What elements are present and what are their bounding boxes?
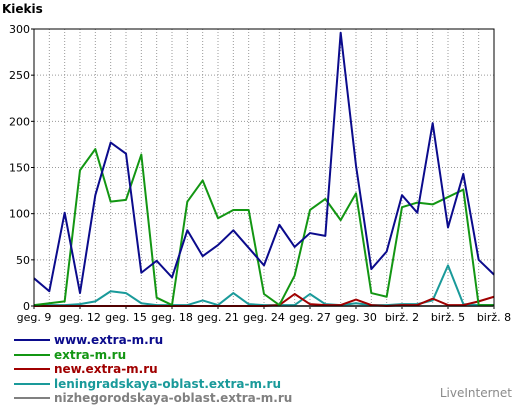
y-tick-label: 250 — [9, 69, 30, 82]
legend-label: nizhegorodskaya-oblast.extra-m.ru — [54, 391, 293, 406]
legend-swatch — [14, 368, 50, 371]
legend-swatch — [14, 339, 50, 342]
x-tick-label: geg. 27 — [289, 311, 331, 324]
y-tick-label: 50 — [16, 254, 30, 267]
legend-item: leningradskaya-oblast.extra-m.ru — [14, 377, 292, 392]
plot-area — [33, 31, 495, 307]
x-tick-label: geg. 9 — [17, 311, 52, 324]
x-tick-label: geg. 15 — [105, 311, 147, 324]
x-tick-label: geg. 18 — [151, 311, 193, 324]
y-tick-label: 100 — [9, 208, 30, 221]
legend-item: extra-m.ru — [14, 348, 292, 363]
x-tick-label: geg. 24 — [243, 311, 285, 324]
legend-item: nizhegorodskaya-oblast.extra-m.ru — [14, 391, 292, 406]
y-tick-label: 300 — [9, 23, 30, 36]
x-tick-label: birž. 8 — [477, 311, 511, 324]
legend-label: extra-m.ru — [54, 347, 127, 362]
legend-label: www.extra-m.ru — [54, 333, 164, 348]
brand-label: LiveInternet — [439, 386, 512, 400]
x-tick-label: birž. 5 — [431, 311, 465, 324]
plot-frame — [33, 28, 495, 307]
legend: www.extra-m.ru extra-m.ru new.extra-m.ru le… — [14, 333, 292, 406]
legend-swatch — [14, 397, 50, 400]
legend-label: leningradskaya-oblast.extra-m.ru — [54, 376, 282, 391]
x-tick-label: birž. 2 — [385, 311, 419, 324]
axis-ticks: 0 50 100 150 200 250 300 geg. 9 geg. 12 geg. 15 ge… — [9, 23, 511, 324]
y-tick-label: 150 — [9, 162, 30, 175]
y-tick-label: 0 — [23, 300, 30, 313]
legend-swatch — [14, 353, 50, 356]
legend-label: new.extra-m.ru — [54, 362, 158, 377]
y-tick-label: 200 — [9, 115, 30, 128]
legend-item: new.extra-m.ru — [14, 362, 292, 377]
legend-swatch — [14, 382, 50, 385]
y-axis-title: Kiekis — [2, 2, 43, 16]
x-tick-label: geg. 12 — [59, 311, 101, 324]
legend-item: www.extra-m.ru — [14, 333, 292, 348]
series-line-1 — [33, 148, 494, 307]
x-tick-label: geg. 21 — [197, 311, 239, 324]
series-line-0 — [33, 31, 495, 295]
x-tick-label: geg. 30 — [335, 311, 377, 324]
grid — [33, 28, 495, 307]
